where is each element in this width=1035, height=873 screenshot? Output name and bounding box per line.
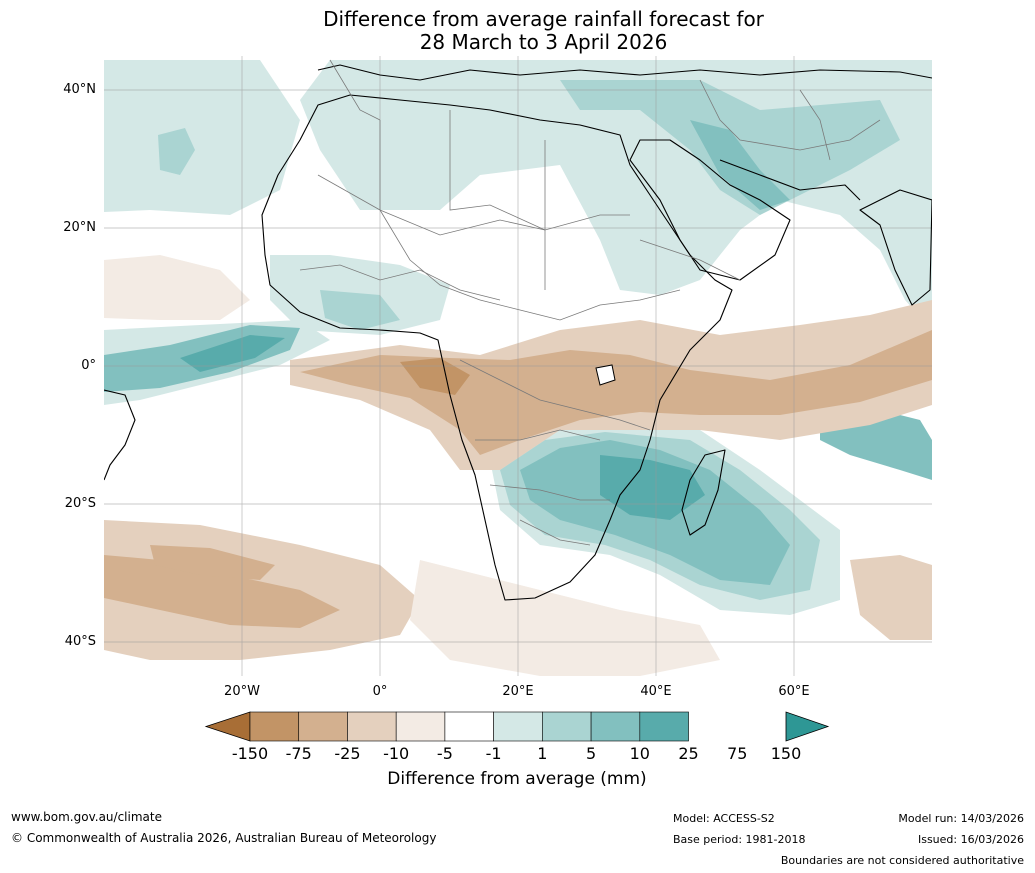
iberia-europe-coastline xyxy=(317,64,932,81)
lon-label-20w: 20°W xyxy=(224,684,260,699)
colorbar-title: Difference from average (mm) xyxy=(387,769,647,789)
colorbar-tick-label: 5 xyxy=(585,744,597,763)
dry-anomaly-southern-indian-ocean xyxy=(850,555,932,640)
colorbar-swatch xyxy=(639,711,689,742)
arabian-peninsula-coastline xyxy=(629,139,791,281)
wet-anomaly-equatorial-atlantic-core xyxy=(180,335,285,372)
india-coastline xyxy=(859,189,932,306)
lat-label-40n: 40°N xyxy=(63,82,96,97)
madagascar-coastline xyxy=(681,449,726,536)
lon-label-0: 0° xyxy=(372,684,388,699)
colorbar-tick-label: 1 xyxy=(537,744,548,763)
lat-label-equator: 0° xyxy=(81,358,96,373)
dry-anomaly-south-atlantic-east xyxy=(410,560,720,676)
base-period: Base period: 1981-2018 xyxy=(673,833,806,846)
wet-anomaly-north-atlantic xyxy=(104,60,300,215)
boundary-line xyxy=(639,239,741,281)
boundary-line xyxy=(479,289,681,321)
colorbar-tick-label: -10 xyxy=(383,744,410,763)
colorbar-tick-label: -1 xyxy=(485,744,502,763)
graticule xyxy=(104,56,932,676)
model-name: Model: ACCESS-S2 xyxy=(673,812,775,825)
lon-label-40e: 40°E xyxy=(640,684,672,699)
colorbar-tick-label: -25 xyxy=(334,744,361,763)
persian-gulf-coastline xyxy=(719,159,861,201)
issued-date: Issued: 16/03/2026 xyxy=(917,833,1024,846)
map-field xyxy=(104,56,932,676)
colorbar-swatch xyxy=(493,711,543,742)
colorbar-swatch xyxy=(444,711,494,742)
coastlines xyxy=(104,64,932,601)
colorbar-dry-extend-arrow xyxy=(204,711,251,742)
lat-label-40s: 40°S xyxy=(64,634,96,649)
boundary-line xyxy=(699,79,881,151)
colorbar-tick-label: 75 xyxy=(727,744,748,763)
colorbar-swatch xyxy=(347,711,397,742)
colorbar-swatches xyxy=(249,711,689,742)
colorbar-tick-label: -150 xyxy=(231,744,269,763)
colorbar-tick-label: -5 xyxy=(436,744,453,763)
lat-label-20s: 20°S xyxy=(64,496,96,511)
africa-coastline xyxy=(261,94,733,601)
title-line-2: 28 March to 3 April 2026 xyxy=(419,30,668,54)
boundary-line xyxy=(799,89,831,161)
boundary-disclaimer: Boundaries are not considered authoritat… xyxy=(780,854,1024,867)
colorbar-tick-label: 10 xyxy=(629,744,650,763)
colorbar-swatch xyxy=(395,711,446,742)
lat-label-20n: 20°N xyxy=(63,220,96,235)
wet-anomaly-gulf-core xyxy=(690,120,790,210)
country-boundaries xyxy=(299,59,881,546)
colorbar-tick-label: 25 xyxy=(678,744,699,763)
colorbar-tick-label: -75 xyxy=(285,744,312,763)
boundary-line xyxy=(489,484,610,501)
boundary-line xyxy=(459,359,651,431)
colorbar-swatch xyxy=(542,711,592,742)
lake-victoria xyxy=(595,364,616,386)
chart-title: Difference from average rainfall forecas… xyxy=(0,8,1035,54)
south-america-coastline xyxy=(104,389,136,481)
colorbar-swatch xyxy=(298,711,348,742)
boundary-line xyxy=(379,120,481,301)
dry-anomaly-south-atlantic-west xyxy=(150,545,275,580)
dry-anomaly-south-atlantic-mid xyxy=(104,555,340,628)
dry-anomaly-congo-core xyxy=(400,358,470,395)
wet-anomaly-north-atlantic-core xyxy=(158,128,195,175)
lon-label-20e: 20°E xyxy=(502,684,534,699)
website-link[interactable]: www.bom.gov.au/climate xyxy=(11,810,162,824)
colorbar-wet-extend-arrow xyxy=(785,711,830,742)
boundary-line xyxy=(475,429,601,441)
lon-label-60e: 60°E xyxy=(778,684,810,699)
boundary-line xyxy=(449,110,546,290)
colorbar-tick-label: 150 xyxy=(770,744,802,763)
boundary-line xyxy=(329,59,381,121)
copyright-notice: © Commonwealth of Australia 2026, Austra… xyxy=(11,831,437,845)
boundary-line xyxy=(519,519,591,546)
dry-anomaly-northwest-atlantic-fringe xyxy=(104,255,250,320)
title-line-1: Difference from average rainfall forecas… xyxy=(323,7,764,31)
boundary-line xyxy=(299,264,501,301)
model-run-date: Model run: 14/03/2026 xyxy=(898,812,1024,825)
colorbar-swatch xyxy=(590,711,641,742)
colorbar-swatch xyxy=(249,711,300,742)
